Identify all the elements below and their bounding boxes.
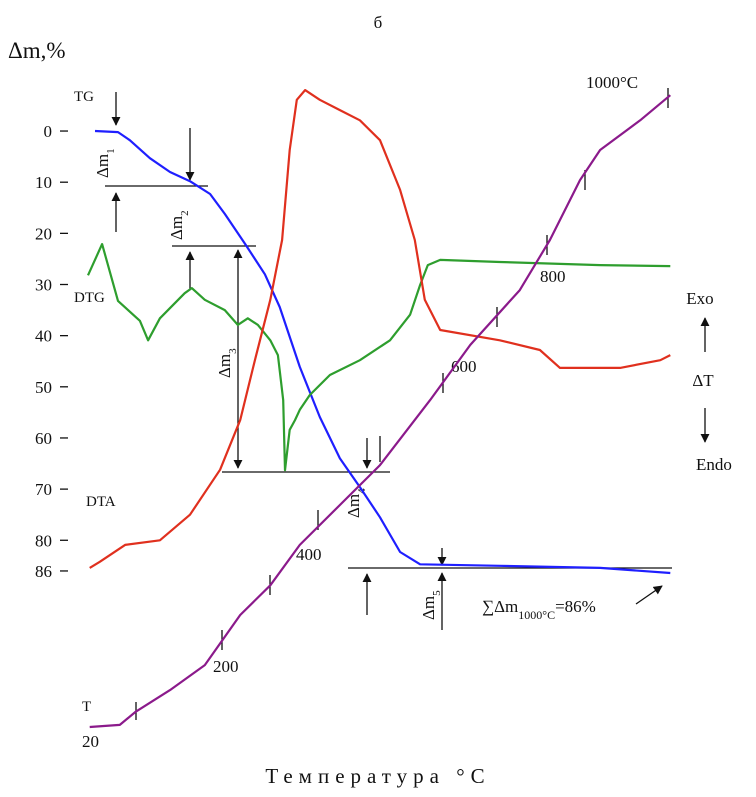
y-tick-label: 0 (44, 122, 53, 141)
step-text: Δm (344, 494, 363, 518)
step-text: Δm (419, 596, 438, 620)
total-loss: ∑Δm1000°C=86% (482, 597, 596, 622)
y-tick-label: 70 (35, 480, 52, 499)
step-label: Δm1 (93, 148, 117, 178)
total-text: ∑Δm (482, 597, 518, 616)
y-tick-label: 10 (35, 173, 52, 192)
step-sub: 2 (179, 210, 191, 216)
y-tick-label: 60 (35, 429, 52, 448)
temp-label: 400 (296, 545, 322, 564)
series-line (94, 129, 671, 575)
series-line (86, 243, 671, 472)
x-axis-label: Температура °C (265, 764, 490, 788)
step-label: Δm5 (419, 590, 443, 620)
temp-label: 20 (82, 732, 99, 751)
total-sub: 1000°C (518, 608, 555, 622)
dta-axis-label: ΔT (692, 371, 714, 390)
y-tick-label: 40 (35, 327, 52, 346)
y-tick-label: 20 (35, 224, 52, 243)
series-line (89, 89, 671, 569)
step-text: Δm (93, 154, 112, 178)
y-tick-label: 30 (35, 276, 52, 295)
step-sub: 1 (105, 148, 117, 154)
step-label: Δm3 (215, 348, 239, 378)
temp-label: 200 (213, 657, 239, 676)
chart-title: б (374, 13, 383, 32)
series-label: TG (74, 89, 94, 105)
y-tick-label: 80 (35, 531, 52, 550)
y-tick-label: 86 (35, 562, 52, 581)
step-text: Δm (167, 216, 186, 240)
temp-label: 1000°C (586, 73, 638, 92)
y-axis-label: Δm,% (8, 38, 66, 63)
temperature-marks (135, 88, 669, 720)
step-sub: 3 (227, 348, 239, 354)
total-tail: =86% (555, 597, 596, 616)
series-line (89, 94, 672, 729)
series-label: DTA (86, 494, 116, 510)
construction (105, 92, 710, 630)
series-label: DTG (74, 290, 105, 306)
exo-label: Exo (686, 289, 713, 308)
endo-label: Endo (696, 455, 732, 474)
plot: 0 10 20 30 40 50 60 70 80 86 (35, 89, 672, 729)
temp-label: 800 (540, 267, 566, 286)
y-tick-label: 50 (35, 378, 52, 397)
step-label: Δm2 (167, 210, 191, 240)
step-sub: 5 (431, 590, 443, 596)
step-text: Δm (215, 354, 234, 378)
series-label: T (82, 699, 91, 715)
